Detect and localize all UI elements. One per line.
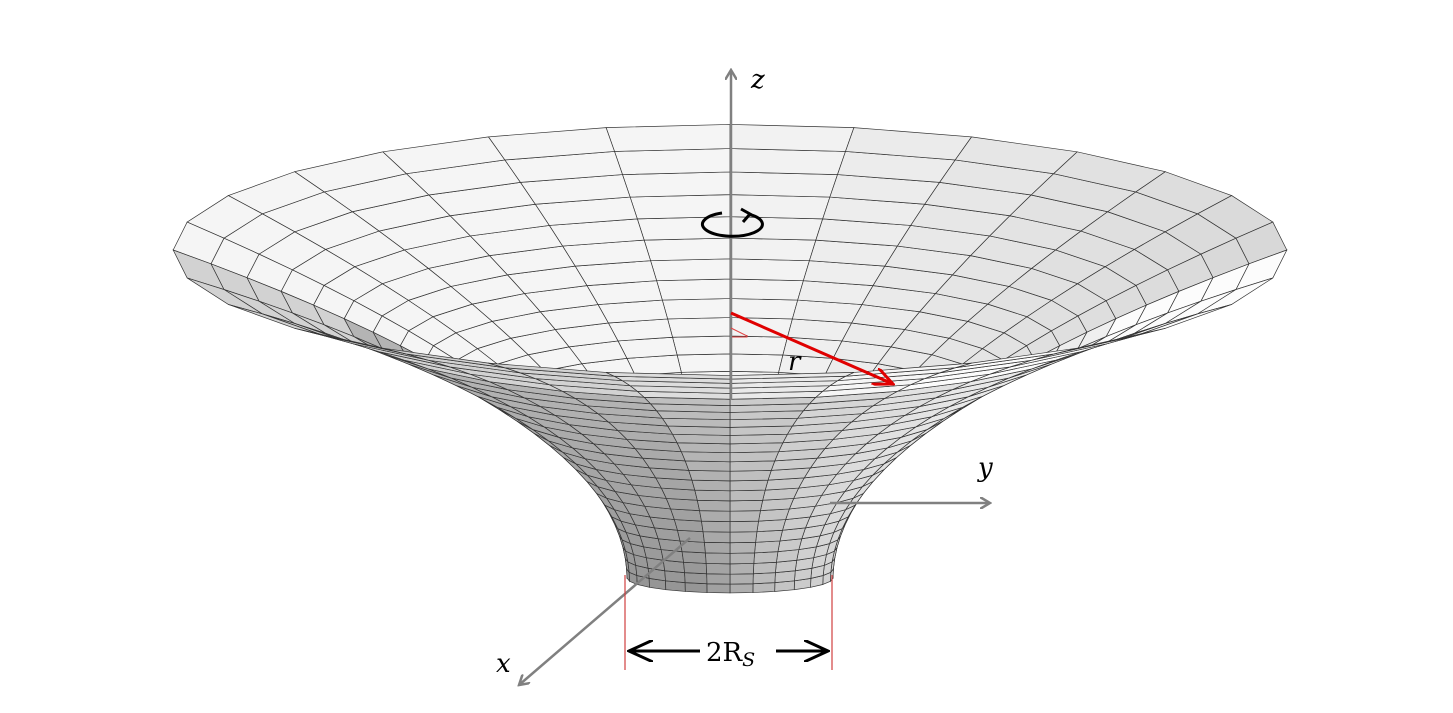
- mesh-cell: [729, 171, 838, 198]
- mesh-cell: [667, 317, 731, 338]
- mesh-cell: [729, 573, 754, 585]
- mesh-cell: [699, 510, 731, 522]
- mesh-cell: [729, 489, 766, 502]
- mesh-cell: [703, 541, 731, 554]
- right-angle-marker: [730, 327, 748, 338]
- mesh-cell: [680, 451, 731, 463]
- mesh-cell: [605, 124, 731, 152]
- mesh-cell: [705, 563, 731, 575]
- mesh-cell: [650, 258, 731, 282]
- y-axis-label: y: [977, 453, 993, 483]
- mesh-cell: [729, 258, 810, 282]
- surface-mesh: [172, 124, 1288, 594]
- mesh-cell: [614, 148, 731, 175]
- mesh-cell: [694, 489, 731, 502]
- mesh-cell: [729, 470, 772, 482]
- rotation-arrow-icon: [700, 207, 764, 238]
- mesh-cell: [729, 278, 804, 301]
- mesh-cell: [636, 216, 731, 241]
- mesh-cell: [696, 499, 731, 512]
- mesh-cell: [729, 520, 759, 533]
- mesh-cell: [752, 582, 776, 593]
- mesh-cell: [701, 520, 731, 533]
- mesh-cell: [752, 561, 777, 575]
- mesh-cell: [676, 442, 731, 454]
- mesh-cell: [688, 470, 731, 482]
- mesh-cell: [729, 460, 776, 472]
- mesh-cell: [661, 298, 731, 320]
- mesh-cell: [754, 540, 781, 554]
- mesh-cell: [756, 519, 787, 533]
- mesh-cell: [729, 148, 846, 175]
- mesh-cell: [753, 551, 779, 564]
- mesh-cell: [729, 433, 789, 445]
- mesh-cell: [683, 561, 708, 575]
- mesh-cell: [729, 335, 788, 356]
- mesh-cell: [681, 551, 707, 564]
- mesh-cell: [705, 552, 731, 565]
- mesh-cell: [729, 563, 755, 575]
- width-label: 2RS: [706, 638, 755, 671]
- mesh-cell: [702, 531, 731, 544]
- mesh-cell: [643, 237, 731, 262]
- mesh-cell: [671, 433, 731, 445]
- mesh-cell: [677, 529, 705, 543]
- x-axis: [519, 537, 691, 685]
- mesh-cell: [676, 353, 731, 373]
- mesh-cell: [673, 519, 704, 533]
- mesh-cell: [729, 194, 831, 220]
- mesh-cell: [729, 237, 817, 262]
- mesh-cell: [729, 552, 755, 565]
- mesh-cell: [706, 573, 731, 585]
- mesh-cell: [755, 529, 783, 543]
- width-label-subscript: S: [742, 649, 755, 671]
- mesh-cell: [656, 278, 731, 301]
- mesh-cell: [622, 171, 731, 198]
- mesh-cell: [672, 335, 731, 356]
- mesh-cell: [684, 582, 708, 593]
- mesh-cell: [706, 583, 731, 594]
- mesh-cell: [684, 572, 708, 585]
- mesh-cell: [729, 510, 761, 522]
- mesh-cell: [752, 572, 776, 585]
- mesh-cell: [729, 499, 764, 512]
- mesh-cell: [691, 479, 731, 492]
- mesh-cell: [729, 479, 769, 492]
- mesh-cell: [729, 124, 855, 152]
- radius-arrow: [730, 311, 893, 384]
- mesh-cell: [729, 583, 754, 594]
- mesh-cell: [729, 451, 780, 463]
- z-axis-label: z: [750, 65, 765, 95]
- radius-label: r: [788, 347, 802, 377]
- mesh-cell: [729, 541, 757, 554]
- width-label-main: 2R: [706, 638, 744, 668]
- mesh-cell: [684, 460, 731, 472]
- mesh-cell: [729, 531, 758, 544]
- x-axis-label: x: [496, 649, 511, 679]
- mesh-cell: [729, 442, 784, 454]
- mesh-cell: [729, 353, 784, 373]
